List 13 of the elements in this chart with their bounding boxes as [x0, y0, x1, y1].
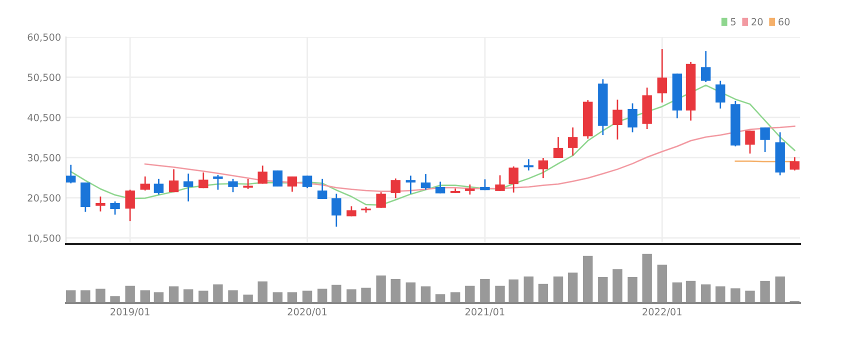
y-tick-label: 20,500	[28, 194, 60, 203]
y-tick-label: 50,500	[28, 74, 60, 82]
x-tick-label: 2019/01	[110, 308, 150, 316]
x-tick-label: 2021/01	[465, 308, 504, 316]
x-tick-label: 2022/01	[642, 308, 682, 316]
y-tick-label: 10,500	[28, 234, 60, 243]
y-tick-label: 40,500	[28, 114, 60, 122]
legend-label: 60	[778, 18, 790, 26]
y-tick-label: 60,500	[28, 33, 60, 42]
legend-label: 5	[730, 18, 736, 26]
y-tick-label: 30,500	[28, 154, 60, 162]
legend-label: 20	[752, 18, 763, 26]
x-tick-label: 2020/01	[288, 308, 327, 316]
